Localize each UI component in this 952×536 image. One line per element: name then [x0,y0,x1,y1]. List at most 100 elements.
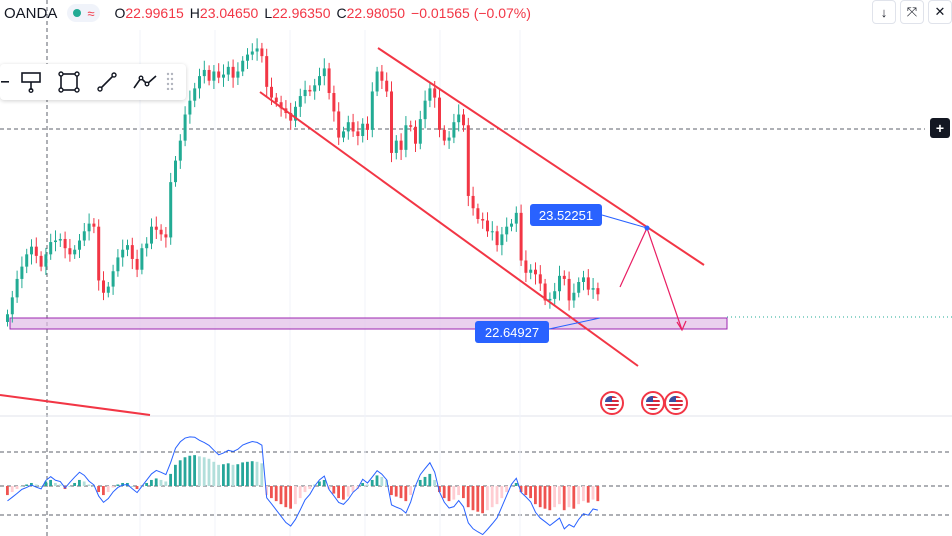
histogram-bar [289,486,292,509]
histogram-bar [313,484,316,486]
candle-body [438,97,441,130]
candle-body [313,85,317,92]
candle-body [116,257,120,272]
toolbar-drag-handle[interactable] [166,72,174,92]
candle-body [375,71,379,92]
histogram-bar [505,486,508,493]
candle-body [442,129,446,141]
candle-body [126,245,129,250]
candle-body [265,56,269,87]
close-value: 22.98050 [346,5,406,21]
change-value: −0.01565 (−0.07%) [411,5,531,21]
candle-body [49,242,53,255]
symbol-name[interactable]: OANDA [4,4,58,22]
us-flag-event-icon[interactable] [641,391,665,415]
histogram-bar [39,486,43,487]
histogram-bar [370,479,374,486]
histogram-bar [457,486,460,496]
candle-body [423,100,427,120]
label-connector-upper [601,214,648,229]
rectangle-icon[interactable] [50,64,88,100]
candle-body [178,140,182,161]
histogram-bar [490,486,494,508]
candle-body [10,297,14,315]
low-label: L [264,5,273,21]
candle-body [135,258,139,270]
us-flag-event-icon[interactable] [600,391,624,415]
histogram-bar [433,479,436,486]
candle-body [246,54,249,61]
histogram-bar [332,486,336,494]
histogram-bar [154,478,158,486]
histogram-bar [250,461,254,486]
candle-body [404,125,408,150]
candle-body [447,137,451,141]
histogram-bar [15,486,19,490]
histogram-bar [198,456,201,486]
candle-body [577,282,581,293]
histogram-bar [327,486,331,490]
candle-body [548,298,552,301]
path-icon[interactable] [126,64,164,100]
candle-body [188,100,192,115]
candle-body [58,238,62,241]
histogram-bar [298,486,302,499]
open-label: O [114,5,126,21]
candle-body [279,102,283,109]
upper-price-label[interactable]: 23.52251 [530,204,602,226]
us-flag-event-icon[interactable] [664,391,688,415]
histogram-bar [351,486,355,493]
histogram-bar [399,486,403,499]
candle-body [130,245,134,259]
close-button[interactable]: ✕ [928,0,952,24]
histogram-bar [111,486,115,488]
candle-body [174,160,177,183]
status-pill[interactable]: ≈ [67,4,101,22]
candle-body [558,275,561,292]
candle-body [490,231,494,233]
candle-body [409,125,413,127]
histogram-bar [466,486,470,508]
histogram-bar [193,455,196,486]
candle-body [217,71,221,78]
candle-body [39,255,43,267]
histogram-bar [169,473,172,486]
candle-body [567,278,571,301]
collapse-button[interactable]: ⤧ [900,0,924,24]
candle-body [164,234,168,238]
candle-body [361,123,365,137]
histogram-bar [92,486,96,487]
candle-body [82,231,86,241]
candle-body [428,88,432,101]
histogram-bar [500,486,504,499]
candle-body [193,88,197,101]
trend-line-icon[interactable] [88,64,126,100]
candle-body [73,249,77,255]
candle-body [154,226,158,230]
candle-body [68,248,72,255]
candle-body [111,271,115,287]
histogram-bar [510,486,513,487]
candle-body [212,71,216,81]
histogram-bar [428,473,432,486]
histogram-bar [553,486,556,508]
minus-icon[interactable] [0,64,12,100]
flag-marker-icon[interactable] [12,64,50,100]
histogram-bar [20,486,24,487]
wave-icon: ≈ [87,5,95,21]
candle-body [150,226,153,244]
candle-body [471,195,475,209]
histogram-bar [58,484,62,486]
candle-body [337,111,341,138]
candle-body [102,280,105,293]
candle-body [452,122,456,138]
add-plus-button[interactable]: + [930,118,950,138]
histogram-bar [342,486,345,500]
histogram-bar [337,486,340,499]
down-arrow-button[interactable]: ↓ [872,0,896,24]
histogram-bar [174,464,177,486]
histogram-bar [217,464,220,486]
lower-price-label[interactable]: 22.64927 [475,321,549,343]
candle-body [145,243,149,249]
